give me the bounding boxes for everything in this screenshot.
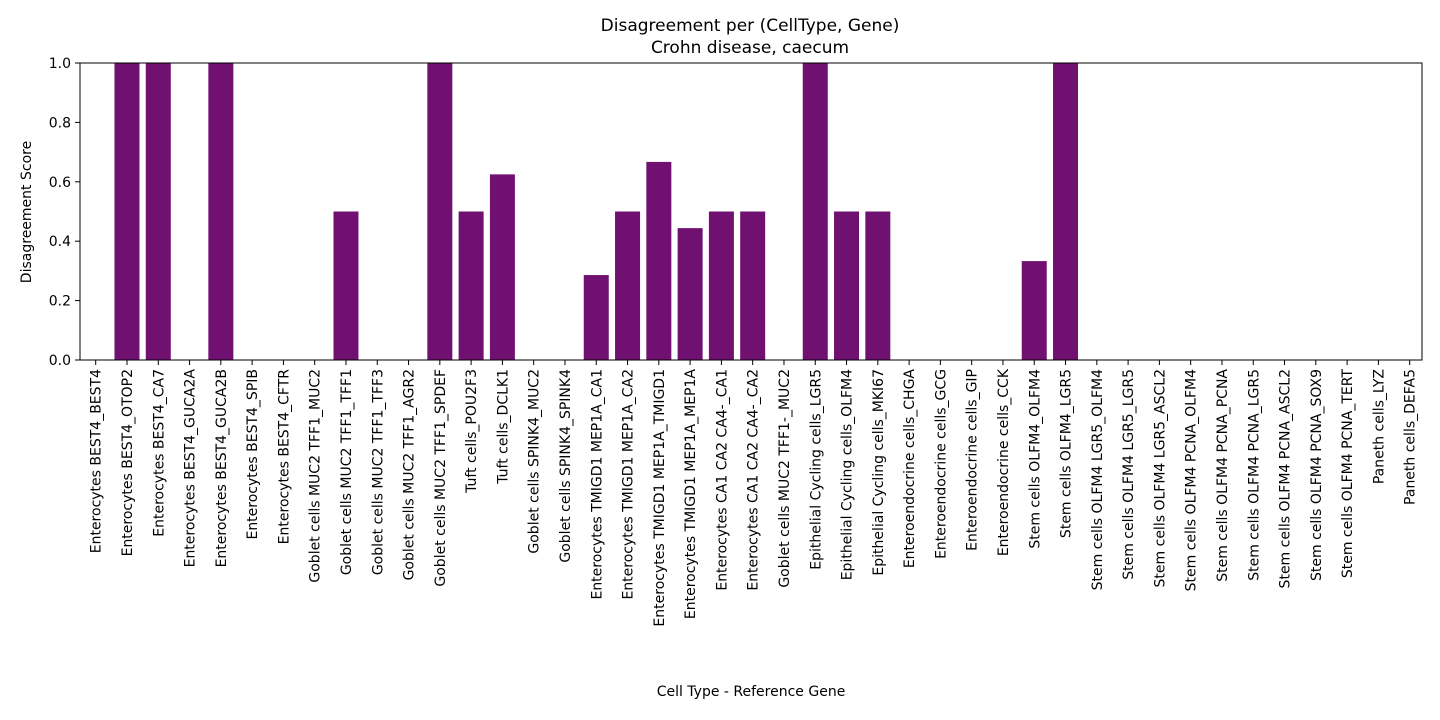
x-tick-label: Enterocytes BEST4_BEST4	[89, 369, 105, 553]
x-tick-label: Tuft cells_DCLK1	[495, 369, 511, 485]
x-tick-label: Goblet cells MUC2 TFF1_TFF1	[339, 369, 355, 575]
x-tick-label: Stem cells OLFM4 LGR5_ASCL2	[1152, 369, 1168, 587]
chart-title: Disagreement per (CellType, Gene)	[601, 16, 900, 36]
x-tick-label: Stem cells OLFM4 LGR5_OLFM4	[1090, 369, 1106, 590]
x-tick-label: Goblet cells SPINK4_MUC2	[527, 369, 543, 554]
x-tick-label: Stem cells OLFM4 PCNA_PCNA	[1215, 369, 1231, 582]
x-tick-label: Stem cells OLFM4 PCNA_OLFM4	[1184, 369, 1200, 591]
x-tick-label: Goblet cells MUC2 TFF1-_MUC2	[777, 369, 793, 588]
bar	[865, 211, 891, 360]
bars-group	[114, 63, 1079, 361]
y-tick-label: 0.4	[49, 234, 71, 250]
y-axis-ticks: 0.0 0.2 0.4 0.6 0.8 1.0	[49, 56, 80, 369]
x-tick-label: Stem cells OLFM4 PCNA_LGR5	[1246, 369, 1262, 581]
bar	[740, 211, 766, 360]
y-tick-label: 0.2	[49, 294, 71, 310]
x-tick-label: Stem cells OLFM4_LGR5	[1059, 369, 1075, 538]
x-tick-label: Enterocytes TMIGD1 MEP1A_CA2	[621, 369, 637, 600]
x-tick-label: Goblet cells MUC2 TFF1_MUC2	[308, 369, 324, 583]
bar	[458, 211, 484, 360]
x-tick-label: Enterocytes TMIGD1 MEP1A_TMIGD1	[652, 369, 668, 627]
y-tick-label: 0.8	[49, 115, 71, 131]
bar	[834, 211, 860, 360]
bar	[802, 63, 828, 360]
x-axis-label: Cell Type - Reference Gene	[657, 684, 846, 700]
bar	[427, 63, 453, 360]
x-tick-label: Enteroendocrine cells_CHGA	[902, 369, 918, 569]
bar	[708, 211, 734, 360]
bar	[208, 63, 234, 360]
x-tick-label: Enterocytes BEST4_CFTR	[276, 369, 292, 545]
x-tick-label: Stem cells OLFM4 LGR5_LGR5	[1121, 369, 1137, 580]
chart-subtitle: Crohn disease, caecum	[651, 38, 849, 58]
x-tick-label: Goblet cells SPINK4_SPINK4	[558, 369, 574, 563]
bar	[615, 211, 641, 360]
x-tick-label: Enteroendocrine cells_GCG	[933, 369, 949, 559]
x-tick-label: Goblet cells MUC2 TFF1_SPDEF	[433, 369, 449, 587]
bar	[1053, 63, 1079, 360]
x-tick-label: Enterocytes CA1 CA2 CA4-_CA1	[714, 369, 730, 591]
x-tick-label: Goblet cells MUC2 TFF1_AGR2	[402, 369, 418, 580]
bar	[677, 228, 703, 360]
x-tick-label: Enteroendocrine cells_GIP	[965, 369, 981, 551]
x-tick-label: Enterocytes BEST4_GUCA2B	[214, 369, 230, 567]
x-tick-label: Enterocytes BEST4_GUCA2A	[183, 369, 199, 568]
x-tick-label: Enterocytes BEST4_CA7	[151, 369, 167, 537]
y-tick-label: 0.0	[49, 353, 71, 369]
x-tick-label: Stem cells OLFM4 PCNA_ASCL2	[1278, 369, 1294, 588]
x-tick-label: Epithelial Cycling cells_LGR5	[808, 369, 824, 570]
y-tick-label: 0.6	[49, 175, 71, 191]
y-tick-label: 1.0	[49, 56, 71, 72]
bar	[145, 63, 171, 360]
x-tick-label: Enterocytes BEST4_SPIB	[245, 369, 261, 540]
bar	[583, 275, 609, 360]
x-axis-ticks: Enterocytes BEST4_BEST4 Enterocytes BEST4…	[89, 360, 1419, 627]
bar	[489, 174, 515, 361]
x-tick-label: Stem cells OLFM4 PCNA_TERT	[1340, 369, 1356, 579]
x-tick-label: Enterocytes CA1 CA2 CA4-_CA2	[746, 369, 762, 591]
plot-frame	[79, 62, 1423, 361]
bar	[333, 211, 359, 360]
x-tick-label: Paneth cells_DEFA5	[1403, 369, 1419, 505]
bar	[1021, 261, 1047, 360]
x-tick-label: Epithelial Cycling cells_MKI67	[871, 369, 887, 576]
x-tick-label: Epithelial Cycling cells_OLFM4	[840, 369, 856, 580]
x-tick-label: Enterocytes TMIGD1 MEP1A_CA1	[589, 369, 605, 600]
x-tick-label: Stem cells OLFM4 PCNA_SOX9	[1309, 369, 1325, 581]
x-tick-label: Enteroendocrine cells_CCK	[996, 368, 1012, 556]
x-tick-label: Tuft cells_POU2F3	[464, 369, 480, 494]
x-tick-label: Stem cells OLFM4_OLFM4	[1027, 369, 1043, 549]
x-tick-label: Enterocytes TMIGD1 MEP1A_MEP1A	[683, 369, 699, 620]
x-tick-label: Goblet cells MUC2 TFF1_TFF3	[370, 369, 386, 575]
y-axis-label: Disagreement Score	[19, 141, 35, 283]
bar	[646, 161, 672, 360]
x-tick-label: Enterocytes BEST4_OTOP2	[120, 369, 136, 556]
bar	[114, 63, 140, 360]
x-tick-label: Paneth cells_LYZ	[1371, 369, 1387, 484]
